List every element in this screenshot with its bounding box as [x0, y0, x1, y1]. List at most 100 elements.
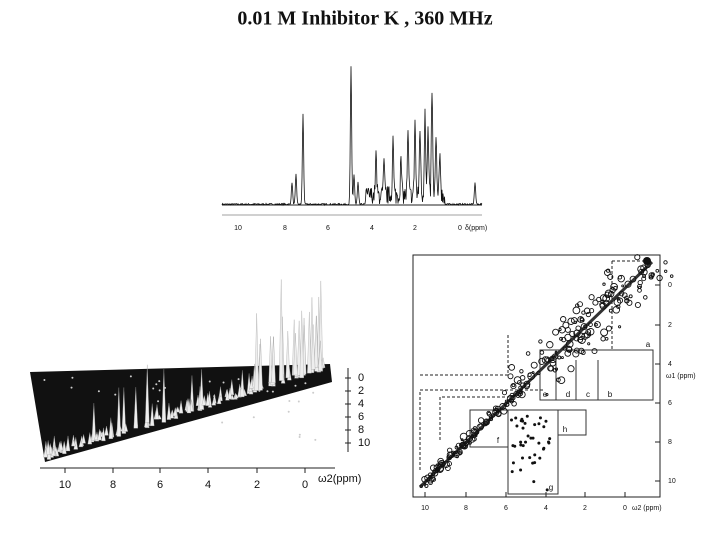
axis-label: 4: [370, 225, 374, 232]
cross-peak: [520, 456, 524, 460]
axis-label: 8: [358, 424, 364, 436]
cross-peak: [564, 333, 572, 342]
spot: [287, 410, 290, 413]
cross-peak: [562, 346, 567, 351]
spectrum-peak: [271, 336, 276, 383]
spectrum-peak: [254, 313, 259, 391]
spectrum-peak: [58, 440, 64, 451]
spectrum-peak: [229, 379, 234, 396]
cross-peak: [618, 290, 625, 297]
region-box: [469, 409, 509, 448]
spectrum-2d: 0 2 4 6 8 10 10 8 6 4 2 0 a b c d e f g h: [412, 254, 676, 512]
axis-label: 10: [234, 225, 242, 232]
cross-peak: [509, 398, 515, 404]
cross-peak: [525, 414, 529, 418]
spot: [252, 416, 255, 419]
cross-peak: [527, 372, 536, 381]
cross-peak: [604, 291, 611, 299]
region-label: g: [549, 483, 553, 492]
cross-peak: [626, 299, 633, 306]
spectrum-peak: [78, 439, 84, 448]
axis-label: 6: [668, 400, 672, 407]
cross-peak: [462, 438, 470, 446]
cross-peak: [511, 461, 515, 465]
cross-peak: [445, 465, 451, 471]
spot: [240, 387, 243, 390]
cross-peak: [426, 476, 434, 484]
cross-peak: [519, 468, 523, 472]
spot: [208, 380, 211, 383]
cross-peak: [583, 307, 591, 315]
spectrum-peak: [299, 310, 304, 379]
spot: [221, 421, 224, 424]
spectrum-peak: [279, 279, 284, 381]
spectrum-peak: [205, 393, 210, 406]
axis-label: 2: [668, 322, 672, 329]
spectrum-trace: [221, 66, 483, 207]
cross-peak: [437, 467, 441, 471]
cross-peak: [549, 359, 557, 367]
cross-peak: [440, 461, 446, 468]
spot: [314, 438, 317, 441]
cross-peak: [523, 382, 531, 390]
axis-label: 0: [358, 372, 364, 384]
cross-peak: [560, 316, 567, 323]
spot: [71, 376, 74, 379]
spectrum-peak: [199, 369, 204, 410]
spectrum-peak: [62, 441, 67, 454]
spot: [304, 382, 307, 385]
axis-label: 10: [59, 479, 71, 491]
spectrum-peak: [97, 429, 102, 441]
spot: [294, 384, 297, 387]
spectrum-peak: [108, 417, 114, 439]
cross-peak: [538, 339, 543, 344]
cross-peak: [516, 389, 524, 397]
cross-peak: [585, 311, 592, 318]
axis-label: 10: [358, 437, 370, 449]
cross-peak: [519, 440, 523, 444]
region-label: a: [646, 340, 651, 349]
spectrum-peak: [318, 340, 323, 372]
cross-peak: [648, 272, 655, 279]
spot: [152, 387, 155, 390]
cross-peak: [509, 392, 515, 398]
axis-label: 0: [302, 479, 308, 491]
cross-peak: [519, 443, 523, 447]
cross-peak: [557, 376, 566, 385]
cross-peak: [424, 483, 429, 488]
cross-peak: [558, 327, 562, 332]
cross-peak: [460, 438, 464, 442]
axis-label: 2: [583, 505, 587, 512]
cross-peak: [655, 268, 660, 273]
cross-peak: [511, 383, 516, 388]
cross-peak: [519, 375, 526, 381]
region-label: f: [497, 436, 500, 445]
cross-peak: [524, 440, 528, 444]
region-box: [507, 409, 559, 495]
cross-peak: [640, 268, 648, 276]
cross-peak: [531, 461, 535, 465]
cross-peak: [539, 350, 545, 355]
axis-label: 8: [110, 479, 116, 491]
axis-label: 4: [358, 398, 364, 410]
cross-peak: [546, 341, 554, 349]
cross-peak: [454, 445, 459, 450]
spectrum-peak: [91, 403, 97, 441]
cross-peak: [592, 299, 599, 306]
cross-peak: [593, 321, 601, 329]
spot: [298, 433, 301, 436]
cross-peak: [530, 361, 538, 369]
cross-peak: [523, 380, 531, 388]
axis-label: 10: [668, 478, 676, 485]
cross-peak: [504, 399, 508, 403]
cross-peak: [545, 488, 549, 492]
spectrum-peak: [93, 433, 99, 440]
cross-peak: [532, 480, 536, 484]
spectrum-peak: [293, 333, 298, 376]
cross-peak: [621, 284, 625, 288]
axis-label: 6: [504, 505, 508, 512]
cross-peak: [510, 470, 514, 474]
cross-peak: [552, 368, 558, 373]
